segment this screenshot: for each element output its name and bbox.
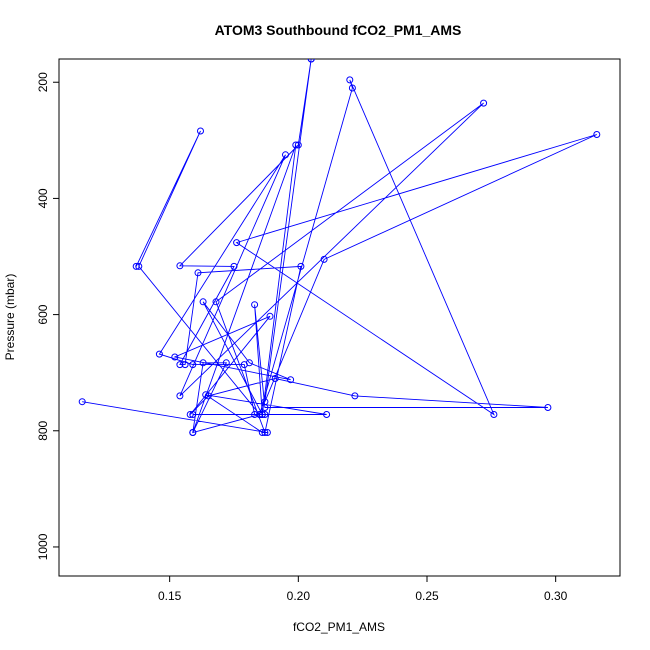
data-point: [251, 301, 259, 309]
data-point: [490, 411, 498, 418]
data-point: [171, 353, 179, 361]
data-point: [189, 429, 197, 436]
data-point: [132, 262, 140, 270]
data-point: [189, 411, 197, 418]
data-point: [240, 361, 248, 369]
data-point: [261, 429, 269, 436]
data-point: [258, 411, 266, 418]
series-line: [82, 59, 597, 435]
data-point: [320, 255, 328, 263]
data-point: [194, 269, 202, 277]
data-point: [251, 411, 259, 418]
data-point: [199, 298, 207, 306]
data-point: [480, 99, 488, 107]
y-tick-label: 1000: [36, 533, 50, 560]
data-point: [135, 262, 143, 270]
y-tick-label: 200: [36, 72, 50, 92]
data-point: [256, 411, 264, 418]
data-point: [176, 392, 184, 400]
x-tick-label: 0.25: [415, 589, 439, 603]
data-point: [212, 298, 220, 306]
data-point: [266, 312, 274, 320]
data-point: [230, 262, 238, 270]
x-axis: 0.15 0.20 0.25 0.30: [158, 576, 568, 603]
data-point: [258, 429, 266, 436]
data-point: [199, 359, 207, 367]
data-point: [282, 151, 289, 159]
data-point: [307, 59, 315, 63]
data-point: [197, 127, 204, 135]
data-point: [593, 131, 601, 138]
data-point: [297, 262, 305, 270]
data-point: [186, 411, 194, 418]
x-tick-label: 0.15: [158, 589, 182, 603]
plot-frame: [58, 58, 621, 577]
data-point: [261, 411, 269, 418]
y-tick-label: 800: [36, 420, 50, 440]
data-point: [294, 141, 302, 149]
y-axis-label: Pressure (mbar): [3, 274, 17, 361]
data-point: [351, 392, 359, 400]
data-point: [346, 76, 354, 84]
data-point: [292, 141, 300, 149]
y-tick-label: 400: [36, 188, 50, 208]
data-point: [544, 404, 552, 411]
series-group: [78, 59, 601, 436]
x-axis-label: fCO2_PM1_AMS: [293, 620, 385, 634]
chart-title: ATOM3 Southbound fCO2_PM1_AMS: [215, 22, 462, 38]
data-point: [348, 84, 356, 92]
data-point: [271, 375, 279, 382]
data-point: [189, 361, 197, 369]
x-tick-label: 0.30: [544, 589, 568, 603]
data-point: [78, 398, 86, 406]
data-point: [323, 411, 331, 418]
x-tick-label: 0.20: [287, 589, 311, 603]
data-point: [222, 359, 230, 367]
y-axis: 200 400 600 800 1000: [36, 72, 59, 560]
data-point: [204, 392, 212, 400]
data-point: [176, 262, 184, 270]
data-point: [261, 398, 269, 406]
data-point: [287, 376, 295, 384]
data-point: [181, 361, 189, 369]
y-tick-label: 600: [36, 304, 50, 324]
data-point: [176, 361, 184, 369]
data-point: [263, 429, 271, 436]
data-point: [233, 239, 241, 247]
data-point: [155, 350, 163, 358]
